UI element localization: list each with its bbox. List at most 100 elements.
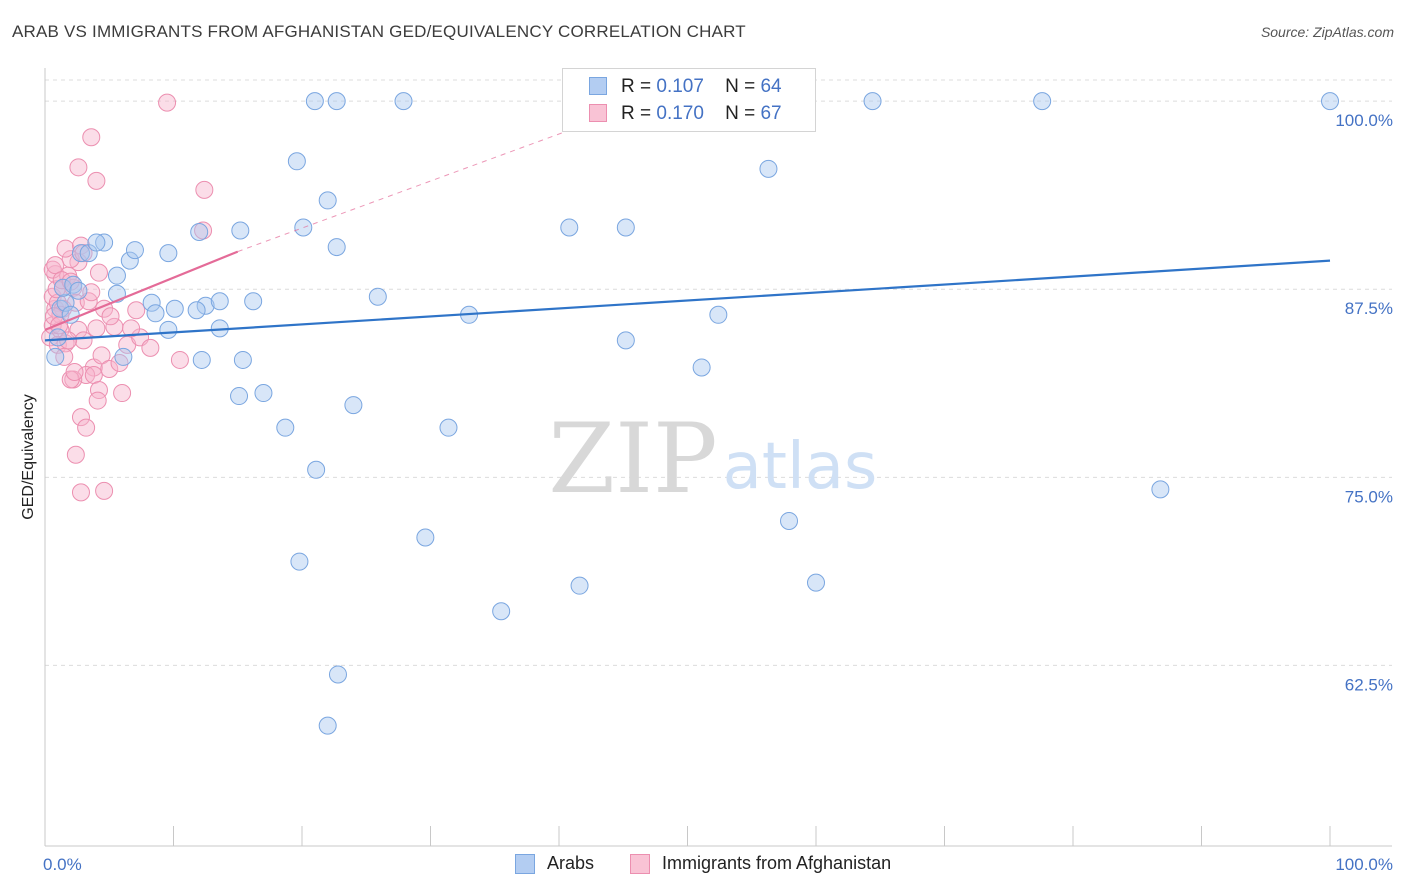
x-tick-label: 0.0% bbox=[43, 855, 82, 874]
afghan-point bbox=[66, 293, 85, 312]
afghan-points bbox=[41, 93, 214, 502]
arab-point bbox=[616, 331, 635, 350]
arab-point bbox=[142, 293, 161, 312]
y-axis-title: GED/Equivalency bbox=[20, 394, 37, 519]
arab-point bbox=[318, 716, 337, 735]
afghan-point bbox=[52, 271, 71, 290]
afghan-point bbox=[127, 301, 146, 320]
arab-point bbox=[192, 350, 211, 369]
arab-point bbox=[560, 218, 579, 237]
afghan-point bbox=[195, 180, 214, 199]
arab-point bbox=[780, 511, 799, 530]
x-tick-label: 100.0% bbox=[1335, 855, 1393, 874]
arab-point bbox=[244, 292, 263, 311]
gridlines bbox=[45, 79, 1392, 666]
arab-point bbox=[1321, 92, 1339, 111]
arab-point bbox=[196, 296, 215, 315]
afghan-point bbox=[71, 236, 90, 255]
arab-point bbox=[439, 418, 458, 437]
afghan-point bbox=[122, 319, 141, 338]
afghan-point bbox=[84, 365, 103, 384]
arab-point bbox=[1033, 92, 1052, 111]
y-tick-label: 87.5% bbox=[1345, 299, 1393, 318]
afghan-point bbox=[88, 391, 107, 410]
arab-point bbox=[51, 299, 70, 318]
y-tick-label: 75.0% bbox=[1345, 487, 1393, 506]
arab-point bbox=[114, 347, 133, 366]
afghan-point bbox=[89, 263, 108, 282]
arab-points bbox=[46, 92, 1339, 735]
afghan-point bbox=[65, 362, 84, 381]
arab-point bbox=[107, 266, 126, 285]
arab-point bbox=[146, 304, 165, 323]
afghan-point bbox=[95, 481, 114, 500]
arab-point bbox=[120, 251, 139, 270]
arab-point bbox=[159, 320, 178, 339]
bottom-arabs-swatch bbox=[515, 854, 535, 874]
arab-point bbox=[616, 218, 635, 237]
afghan-r-value: 0.170 bbox=[656, 103, 704, 124]
arab-point bbox=[709, 305, 728, 324]
afghan-point bbox=[47, 280, 66, 299]
arab-point bbox=[276, 418, 295, 437]
afghan-point bbox=[74, 331, 93, 350]
watermark-atlas: atlas bbox=[723, 430, 878, 504]
arab-point bbox=[231, 221, 250, 240]
bottom-afghan-label: Immigrants from Afghanistan bbox=[662, 853, 892, 873]
arabs-r-value: 0.107 bbox=[656, 76, 704, 97]
arab-point bbox=[69, 281, 88, 300]
afghan-point bbox=[113, 384, 132, 403]
afghan-n-value: 67 bbox=[760, 103, 782, 124]
afghan-swatch bbox=[589, 104, 607, 122]
arab-point bbox=[1151, 480, 1170, 499]
afghan-stats: R = 0.170 N = 67 bbox=[621, 103, 782, 125]
afghan-point bbox=[66, 445, 85, 464]
arabs-n-label: N = bbox=[725, 76, 756, 97]
afghan-point bbox=[170, 350, 189, 369]
afghan-point bbox=[87, 171, 106, 190]
afghan-point bbox=[46, 256, 65, 275]
watermark-zip: ZIP bbox=[548, 403, 717, 515]
arab-point bbox=[327, 238, 346, 257]
arab-point bbox=[125, 241, 144, 260]
afghan-point bbox=[100, 359, 119, 378]
arab-point bbox=[64, 275, 83, 294]
arab-point bbox=[79, 244, 98, 263]
arab-point bbox=[416, 528, 435, 547]
arab-point bbox=[254, 384, 273, 403]
arabs-stats: R = 0.107 N = 64 bbox=[621, 76, 782, 98]
arab-point bbox=[492, 602, 511, 621]
arabs-n-value: 64 bbox=[760, 76, 782, 97]
arab-point bbox=[807, 573, 825, 592]
arabs-r-label: R = bbox=[621, 76, 652, 97]
arab-point bbox=[71, 244, 90, 263]
arab-point bbox=[305, 92, 324, 111]
arab-point bbox=[190, 223, 209, 242]
bottom-arabs-label: Arabs bbox=[547, 853, 595, 873]
arabs-swatch bbox=[589, 77, 607, 95]
y-tick-label: 62.5% bbox=[1345, 675, 1393, 694]
bottom-afghan-swatch bbox=[630, 854, 650, 874]
arab-point bbox=[307, 460, 326, 479]
arab-point bbox=[759, 159, 778, 178]
arab-point bbox=[692, 358, 711, 377]
arab-trend-line bbox=[44, 259, 1331, 342]
chart-title: ARAB VS IMMIGRANTS FROM AFGHANISTAN GED/… bbox=[12, 22, 746, 41]
y-tick-label: 100.0% bbox=[1335, 111, 1393, 130]
arab-point bbox=[368, 287, 387, 306]
watermark: ZIP atlas bbox=[548, 403, 877, 515]
arab-point bbox=[95, 233, 114, 252]
arab-point bbox=[863, 92, 882, 111]
arab-point bbox=[187, 301, 206, 320]
arab-point bbox=[210, 292, 229, 311]
arab-point bbox=[318, 191, 337, 210]
afghan-point bbox=[82, 128, 101, 147]
afghan-point bbox=[141, 338, 160, 357]
arab-point bbox=[48, 328, 67, 347]
arab-point bbox=[233, 350, 252, 369]
arab-point bbox=[570, 576, 589, 595]
arab-point bbox=[327, 92, 346, 111]
afghan-point bbox=[69, 158, 88, 177]
afghan-point bbox=[158, 93, 177, 112]
